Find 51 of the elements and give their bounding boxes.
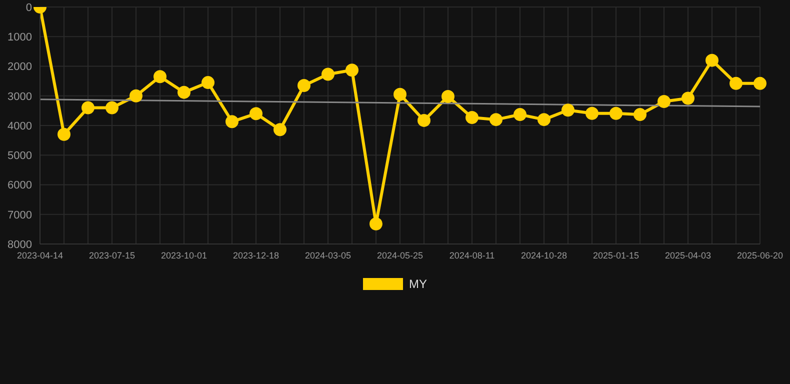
point <box>346 64 358 77</box>
point <box>610 106 622 120</box>
x-tick-label: 2025-06-20 <box>736 250 784 260</box>
y-tick-label: 0 <box>26 2 32 14</box>
point <box>466 111 478 124</box>
point <box>226 115 238 128</box>
point <box>154 70 166 84</box>
point <box>562 104 574 117</box>
y-tick-label: 5000 <box>8 150 32 162</box>
point <box>202 76 214 90</box>
x-tick-label: 2024-08-11 <box>449 250 495 260</box>
x-tick-label: 2024-05-25 <box>376 250 424 260</box>
y-tick-label: 8000 <box>8 238 32 251</box>
point <box>394 88 406 101</box>
point <box>706 54 718 67</box>
y-tick-label: 1000 <box>8 32 32 44</box>
point <box>730 76 742 90</box>
x-tick-label: 2023-04-14 <box>16 250 64 260</box>
point <box>370 217 382 230</box>
point <box>418 114 430 127</box>
x-tick-label: 2023-10-01 <box>160 250 208 260</box>
point <box>130 89 142 102</box>
point <box>322 68 334 81</box>
point <box>634 108 646 122</box>
point <box>178 86 190 99</box>
y-tick-label: 7000 <box>8 209 32 222</box>
y-tick-label: 2000 <box>8 61 32 74</box>
x-tick-label: 2023-07-15 <box>88 250 136 260</box>
point <box>658 95 670 108</box>
point <box>514 108 526 122</box>
x-tick-label: 2024-03-05 <box>304 250 352 260</box>
x-tick-label: 2025-04-03 <box>664 250 712 260</box>
point <box>58 128 70 141</box>
point <box>538 113 550 126</box>
point <box>586 106 598 120</box>
legend-label: MY <box>409 277 427 291</box>
point <box>250 107 262 120</box>
x-tick-label: 2023-12-18 <box>232 250 280 260</box>
point <box>298 79 310 92</box>
point <box>490 113 502 126</box>
y-tick-label: 3000 <box>8 90 32 103</box>
y-tick-label: 4000 <box>8 120 32 132</box>
point <box>682 92 694 105</box>
y-tick-label: 6000 <box>8 180 32 192</box>
point <box>754 76 766 90</box>
point <box>106 101 118 114</box>
point <box>274 123 286 136</box>
point <box>82 101 94 114</box>
x-tick-label: 2025-01-15 <box>592 250 640 260</box>
point <box>442 90 454 103</box>
x-tick-label: 2024-10-28 <box>520 250 568 260</box>
